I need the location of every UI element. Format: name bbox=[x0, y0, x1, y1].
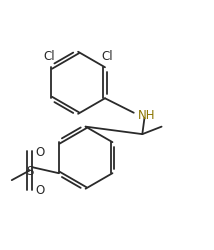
Text: NH: NH bbox=[138, 109, 156, 122]
Text: O: O bbox=[36, 184, 45, 196]
Text: S: S bbox=[26, 164, 33, 177]
Text: Cl: Cl bbox=[101, 50, 113, 63]
Text: Cl: Cl bbox=[43, 50, 55, 63]
Text: O: O bbox=[36, 145, 45, 158]
